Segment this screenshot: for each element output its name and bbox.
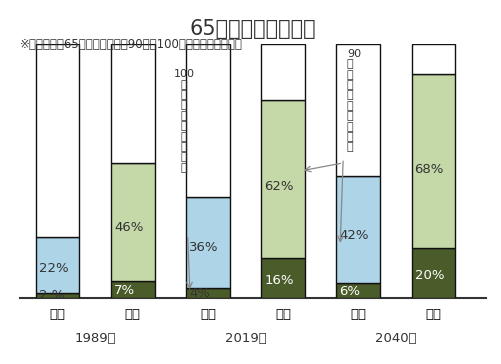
Text: 4%: 4% bbox=[189, 287, 210, 300]
Bar bbox=[411, 248, 455, 298]
Text: 2040年: 2040年 bbox=[375, 332, 417, 345]
Bar bbox=[261, 44, 305, 100]
Text: 36%: 36% bbox=[189, 241, 218, 253]
Bar bbox=[411, 74, 455, 248]
Text: 100
歳
ま
で
生
存
す
る
割
合: 100 歳 ま で 生 存 す る 割 合 bbox=[173, 69, 194, 173]
Bar bbox=[411, 44, 455, 74]
Text: 62%: 62% bbox=[264, 180, 294, 193]
Text: 90
歳
ま
で
生
存
す
る
割
合: 90 歳 ま で 生 存 す る 割 合 bbox=[347, 49, 361, 153]
Text: 7%: 7% bbox=[114, 284, 135, 297]
Bar bbox=[36, 44, 79, 237]
Bar bbox=[186, 197, 229, 288]
Text: 68%: 68% bbox=[414, 163, 444, 176]
Bar bbox=[111, 281, 154, 298]
Bar bbox=[111, 44, 154, 163]
Bar bbox=[336, 283, 380, 298]
Text: 22%: 22% bbox=[39, 262, 69, 275]
Bar bbox=[186, 44, 229, 197]
Bar bbox=[261, 100, 305, 258]
Bar bbox=[36, 293, 79, 298]
Bar bbox=[261, 258, 305, 298]
Bar bbox=[186, 288, 229, 298]
Text: 2 %: 2 % bbox=[39, 289, 64, 302]
Text: 42%: 42% bbox=[339, 229, 369, 242]
Bar bbox=[36, 237, 79, 293]
Text: 2019年: 2019年 bbox=[224, 332, 267, 345]
Text: 6%: 6% bbox=[339, 285, 360, 298]
Text: 1989年: 1989年 bbox=[74, 332, 116, 345]
Bar bbox=[111, 163, 154, 281]
Text: ※各年時点で65歳である人が、90歳・100歳まで生存する割合: ※各年時点で65歳である人が、90歳・100歳まで生存する割合 bbox=[20, 38, 243, 51]
Bar bbox=[336, 176, 380, 283]
Text: 46%: 46% bbox=[114, 221, 143, 234]
Text: 16%: 16% bbox=[264, 274, 294, 286]
Bar bbox=[336, 44, 380, 176]
Text: 20%: 20% bbox=[414, 269, 444, 282]
Title: 65歳の人の生存割合: 65歳の人の生存割合 bbox=[190, 19, 316, 39]
